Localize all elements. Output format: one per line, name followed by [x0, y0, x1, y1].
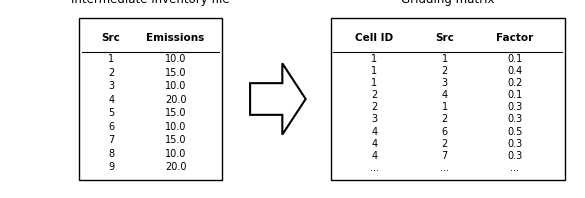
- Text: 8: 8: [108, 149, 114, 159]
- Text: Factor: Factor: [496, 33, 534, 43]
- Text: 5: 5: [108, 108, 114, 118]
- Text: 7: 7: [442, 151, 448, 161]
- Text: 2: 2: [371, 102, 377, 112]
- Text: 9: 9: [108, 163, 114, 172]
- Text: Gridding matrix: Gridding matrix: [401, 0, 494, 6]
- Text: 15.0: 15.0: [165, 68, 186, 78]
- Polygon shape: [250, 63, 305, 135]
- Text: 0.2: 0.2: [507, 78, 522, 88]
- Text: 7: 7: [108, 135, 114, 145]
- Text: 10.0: 10.0: [165, 149, 186, 159]
- Text: 2: 2: [442, 66, 448, 76]
- Text: 0.3: 0.3: [507, 151, 522, 161]
- Text: 1: 1: [371, 78, 377, 88]
- Text: 15.0: 15.0: [165, 135, 186, 145]
- Text: 10.0: 10.0: [165, 122, 186, 132]
- Text: 2: 2: [442, 114, 448, 125]
- Text: 1: 1: [371, 66, 377, 76]
- Text: 1: 1: [442, 102, 448, 112]
- Text: 0.1: 0.1: [507, 90, 522, 100]
- Text: 10.0: 10.0: [165, 54, 186, 64]
- Text: Src: Src: [435, 33, 454, 43]
- Text: 1: 1: [108, 54, 114, 64]
- Text: 0.3: 0.3: [507, 139, 522, 149]
- Text: 3: 3: [442, 78, 448, 88]
- Text: 0.3: 0.3: [507, 102, 522, 112]
- Text: 15.0: 15.0: [165, 108, 186, 118]
- Text: 2: 2: [371, 90, 377, 100]
- Text: 4: 4: [371, 127, 377, 137]
- Text: 0.4: 0.4: [507, 66, 522, 76]
- Text: 20.0: 20.0: [165, 95, 186, 105]
- Text: 20.0: 20.0: [165, 163, 186, 172]
- Text: Cell ID: Cell ID: [355, 33, 394, 43]
- Text: 10.0: 10.0: [165, 81, 186, 91]
- Bar: [79, 18, 222, 180]
- Text: 6: 6: [442, 127, 448, 137]
- Text: 2: 2: [108, 68, 114, 78]
- Text: 6: 6: [108, 122, 114, 132]
- Text: 4: 4: [442, 90, 448, 100]
- Text: Src: Src: [102, 33, 121, 43]
- Text: ...: ...: [440, 163, 449, 173]
- Text: 0.3: 0.3: [507, 114, 522, 125]
- Text: ...: ...: [370, 163, 379, 173]
- Text: 0.1: 0.1: [507, 53, 522, 64]
- Text: 4: 4: [371, 139, 377, 149]
- Bar: [331, 18, 565, 180]
- Text: Emissions: Emissions: [146, 33, 205, 43]
- Text: 1: 1: [442, 53, 448, 64]
- Text: 3: 3: [108, 81, 114, 91]
- Text: 0.5: 0.5: [507, 127, 522, 137]
- Text: 3: 3: [371, 114, 377, 125]
- Text: 2: 2: [442, 139, 448, 149]
- Text: 4: 4: [371, 151, 377, 161]
- Text: 1: 1: [371, 53, 377, 64]
- Text: ...: ...: [510, 163, 519, 173]
- Text: Intermediate inventory file: Intermediate inventory file: [71, 0, 230, 6]
- Text: 4: 4: [108, 95, 114, 105]
